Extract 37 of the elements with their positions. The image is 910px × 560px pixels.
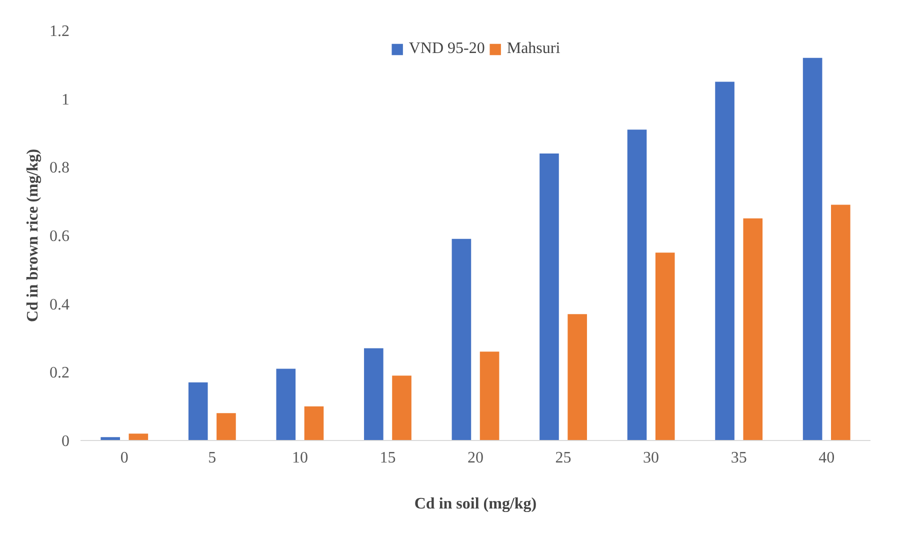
bar	[276, 368, 296, 440]
y-tick-label: 1.2	[50, 23, 70, 40]
x-tick-label: 35	[730, 450, 747, 466]
y-tick-label: 1	[62, 91, 70, 108]
y-axis-title: Cd in brown rice (mg/kg)	[24, 148, 42, 322]
x-tick-label: 40	[818, 450, 835, 466]
bar	[715, 82, 734, 440]
x-tick-label: 15	[380, 450, 396, 466]
bar	[364, 348, 384, 440]
bar	[568, 314, 587, 440]
x-tick-label: 0	[120, 450, 128, 466]
y-tick-label: 0	[62, 433, 70, 450]
bar	[216, 413, 236, 440]
bar	[627, 130, 647, 440]
y-tick-label: 0.8	[50, 160, 70, 177]
bar	[743, 218, 763, 440]
x-tick-label: 5	[208, 450, 216, 466]
bar	[802, 58, 822, 440]
x-tick-label: 25	[555, 450, 572, 466]
x-tick-label: 30	[643, 450, 660, 466]
bar	[304, 406, 324, 440]
y-tick-label: 0.6	[50, 228, 70, 245]
x-axis-title: Cd in soil (mg/kg)	[414, 496, 537, 512]
x-tick-label: 10	[292, 450, 308, 466]
bar	[188, 382, 208, 440]
bar	[480, 352, 500, 440]
x-tick-label: 20	[468, 450, 484, 466]
bar	[831, 204, 850, 440]
y-tick-label: 0.4	[50, 296, 70, 314]
bar	[655, 252, 675, 440]
bar	[540, 154, 559, 440]
y-tick-label: 0.2	[50, 364, 70, 382]
bar	[392, 376, 412, 440]
bar	[128, 434, 148, 440]
legend-label: VND 95-20	[408, 40, 485, 58]
legend-label: Mahsuri	[506, 40, 560, 58]
bar	[452, 238, 472, 440]
